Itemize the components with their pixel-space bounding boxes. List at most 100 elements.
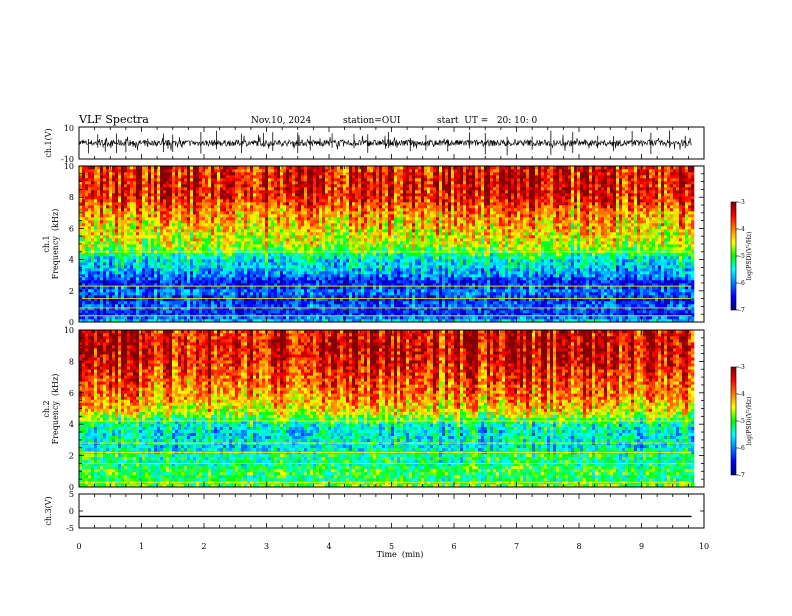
spectrogram-cell xyxy=(82,253,85,256)
spectrogram-cell xyxy=(307,304,310,307)
spectrogram-cell xyxy=(178,238,181,241)
spectrogram-cell xyxy=(202,241,205,244)
spectrogram-cell xyxy=(106,247,109,250)
spectrogram-cell xyxy=(94,316,97,319)
spectrogram-cell xyxy=(109,238,112,241)
spectrogram-cell xyxy=(244,178,247,181)
spectrogram-cell xyxy=(298,244,301,247)
spectrogram-cell xyxy=(169,265,172,268)
spectrogram-cell xyxy=(196,208,199,211)
spectrogram-cell xyxy=(325,181,328,184)
spectrogram-cell xyxy=(178,274,181,277)
spectrogram-cell xyxy=(112,235,115,238)
spectrogram-cell xyxy=(259,295,262,298)
spectrogram-cell xyxy=(196,217,199,220)
spectrogram-cell xyxy=(163,181,166,184)
spectrogram-cell xyxy=(124,187,127,190)
spectrogram-cell xyxy=(256,289,259,292)
spectrogram-cell xyxy=(340,268,343,271)
spectrogram-cell xyxy=(316,238,319,241)
spectrogram-cell xyxy=(148,181,151,184)
spectrogram-cell xyxy=(166,301,169,304)
spectrogram-cell xyxy=(226,202,229,205)
spectrogram-cell xyxy=(310,244,313,247)
spectrogram-cell xyxy=(235,190,238,193)
spectrogram-cell xyxy=(235,220,238,223)
spectrogram-cell xyxy=(241,232,244,235)
spectrogram-cell xyxy=(121,241,124,244)
spectrogram-cell xyxy=(331,274,334,277)
spectrogram-cell xyxy=(214,232,217,235)
spectrogram-cell xyxy=(346,277,349,280)
spectrogram-cell xyxy=(88,277,91,280)
spectrogram-cell xyxy=(91,301,94,304)
spectrogram-cell xyxy=(124,310,127,313)
spectrogram-cell xyxy=(136,229,139,232)
spectrogram-cell xyxy=(121,262,124,265)
spectrogram-cell xyxy=(256,196,259,199)
spectrogram-cell xyxy=(151,199,154,202)
spectrogram-cell xyxy=(235,277,238,280)
spectrogram-cell xyxy=(346,169,349,172)
spectrogram-cell xyxy=(103,217,106,220)
spectrogram-cell xyxy=(178,235,181,238)
spectrogram-cell xyxy=(232,253,235,256)
spectrogram-cell xyxy=(211,205,214,208)
spectrogram-cell xyxy=(265,202,268,205)
spectrogram-cell xyxy=(259,175,262,178)
spectrogram-cell xyxy=(328,205,331,208)
spectrogram-cell xyxy=(325,259,328,262)
spectrogram-cell xyxy=(151,274,154,277)
spectrogram-cell xyxy=(322,262,325,265)
spectrogram-cell xyxy=(223,181,226,184)
spectrogram-cell xyxy=(352,247,355,250)
spectrogram-cell xyxy=(298,259,301,262)
spectrogram-cell xyxy=(358,232,361,235)
spectrogram-cell xyxy=(340,205,343,208)
spectrogram-cell xyxy=(289,271,292,274)
spectrogram-cell xyxy=(325,265,328,268)
spectrogram-cell xyxy=(316,247,319,250)
spectrogram-cell xyxy=(325,220,328,223)
spectrogram-cell xyxy=(355,256,358,259)
spectrogram-cell xyxy=(139,292,142,295)
spectrogram-cell xyxy=(214,241,217,244)
spectrogram-cell xyxy=(340,310,343,313)
spectrogram-cell xyxy=(214,220,217,223)
spectrogram-cell xyxy=(121,247,124,250)
spectrogram-cell xyxy=(250,205,253,208)
spectrogram-cell xyxy=(88,220,91,223)
spectrogram-cell xyxy=(304,226,307,229)
spectrogram-cell xyxy=(253,262,256,265)
spectrogram-cell xyxy=(334,217,337,220)
spectrogram-cell xyxy=(319,187,322,190)
spectrogram-cell xyxy=(202,310,205,313)
spectrogram-cell xyxy=(142,193,145,196)
spectrogram-cell xyxy=(124,268,127,271)
spectrogram-cell xyxy=(94,292,97,295)
spectrogram-cell xyxy=(163,244,166,247)
spectrogram-cell xyxy=(307,244,310,247)
spectrogram-cell xyxy=(331,244,334,247)
spectrogram-cell xyxy=(286,214,289,217)
spectrogram-cell xyxy=(244,310,247,313)
spectrogram-cell xyxy=(280,211,283,214)
spectrogram-cell xyxy=(178,208,181,211)
spectrogram-cell xyxy=(172,169,175,172)
spectrogram-cell xyxy=(325,205,328,208)
spectrogram-cell xyxy=(271,214,274,217)
spectrogram-cell xyxy=(91,316,94,319)
spectrogram-cell xyxy=(85,307,88,310)
spectrogram-cell xyxy=(175,202,178,205)
spectrogram-cell xyxy=(352,223,355,226)
spectrogram-cell xyxy=(100,280,103,283)
spectrogram-cell xyxy=(310,256,313,259)
spectrogram-cell xyxy=(244,229,247,232)
spectrogram-cell xyxy=(259,202,262,205)
spectrogram-cell xyxy=(187,190,190,193)
spectrogram-cell xyxy=(292,217,295,220)
spectrogram-cell xyxy=(289,262,292,265)
spectrogram-cell xyxy=(232,238,235,241)
spectrogram-cell xyxy=(259,316,262,319)
spectrogram-cell xyxy=(166,292,169,295)
